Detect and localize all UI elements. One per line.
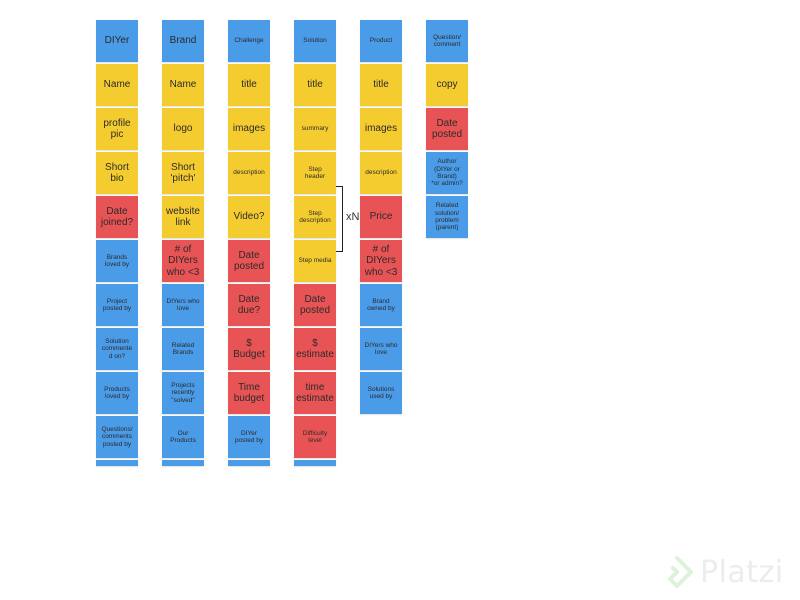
step-group-bracket: [336, 186, 343, 252]
sticky-note: images: [228, 108, 270, 150]
sticky-note: Our Products: [162, 416, 204, 458]
sticky-note: Short 'pitch': [162, 152, 204, 194]
sticky-note: Questions/ comments posted by: [96, 416, 138, 458]
sticky-note: Date due?: [228, 284, 270, 326]
sticky-note: # of DIYers who <3: [360, 240, 402, 282]
sticky-note: Step media: [294, 240, 336, 282]
sticky-note: Short bio: [96, 152, 138, 194]
sticky-note: Date posted: [426, 108, 468, 150]
sticky-note: [162, 460, 204, 466]
sticky-note: Related Brands: [162, 328, 204, 370]
sticky-note: logo: [162, 108, 204, 150]
sticky-note: Step header: [294, 152, 336, 194]
column-header-note: Solution: [294, 20, 336, 62]
sticky-note: title: [294, 64, 336, 106]
sticky-note: title: [360, 64, 402, 106]
sticky-note: Brands loved by: [96, 240, 138, 282]
column-header-note: DIYer: [96, 20, 138, 62]
platzi-logo-icon: [668, 556, 693, 588]
repeat-marker-label: xN: [346, 211, 360, 223]
sticky-note: DIYer posted by: [228, 416, 270, 458]
sticky-note: title: [228, 64, 270, 106]
sticky-note: Solutions used by: [360, 372, 402, 414]
sticky-note: Brand owned by: [360, 284, 402, 326]
sticky-note: Name: [162, 64, 204, 106]
sticky-note: Name: [96, 64, 138, 106]
platzi-watermark: Platzi: [660, 554, 784, 590]
sticky-note: summary: [294, 108, 336, 150]
sticky-note: description: [360, 152, 402, 194]
watermark-text: Platzi: [700, 554, 784, 590]
sticky-note: [96, 460, 138, 466]
sticky-note: $ estimate: [294, 328, 336, 370]
sticky-note: Date posted: [294, 284, 336, 326]
column-header-note: Product: [360, 20, 402, 62]
sticky-note: Video?: [228, 196, 270, 238]
sticky-note: [228, 460, 270, 466]
sticky-note: Date joined?: [96, 196, 138, 238]
sticky-note: Time budget: [228, 372, 270, 414]
sticky-note: DIYers who love: [162, 284, 204, 326]
sticky-note: time estimate: [294, 372, 336, 414]
sticky-note: Solution commente d on?: [96, 328, 138, 370]
sticky-note: Price: [360, 196, 402, 238]
sticky-note: Projects recently "solved": [162, 372, 204, 414]
sticky-note: website link: [162, 196, 204, 238]
sticky-note: description: [228, 152, 270, 194]
sticky-note: Date posted: [228, 240, 270, 282]
sticky-note: Products loved by: [96, 372, 138, 414]
sticky-note: copy: [426, 64, 468, 106]
sticky-note: images: [360, 108, 402, 150]
sticky-note: profile pic: [96, 108, 138, 150]
sticky-note: Author (DIYer or Brand) *or admin?: [426, 152, 468, 194]
sticky-note: DIYers who love: [360, 328, 402, 370]
sticky-note: [294, 460, 336, 466]
sticky-note: Difficulty level: [294, 416, 336, 458]
sticky-note: $ Budget: [228, 328, 270, 370]
column-header-note: Brand: [162, 20, 204, 62]
sticky-note: Project posted by: [96, 284, 138, 326]
sticky-note: Related solution/ problem (parent): [426, 196, 468, 238]
column-header-note: Challenge: [228, 20, 270, 62]
sticky-note: Step description: [294, 196, 336, 238]
sticky-note: # of DIYers who <3: [162, 240, 204, 282]
column-header-note: Question/ comment: [426, 20, 468, 62]
